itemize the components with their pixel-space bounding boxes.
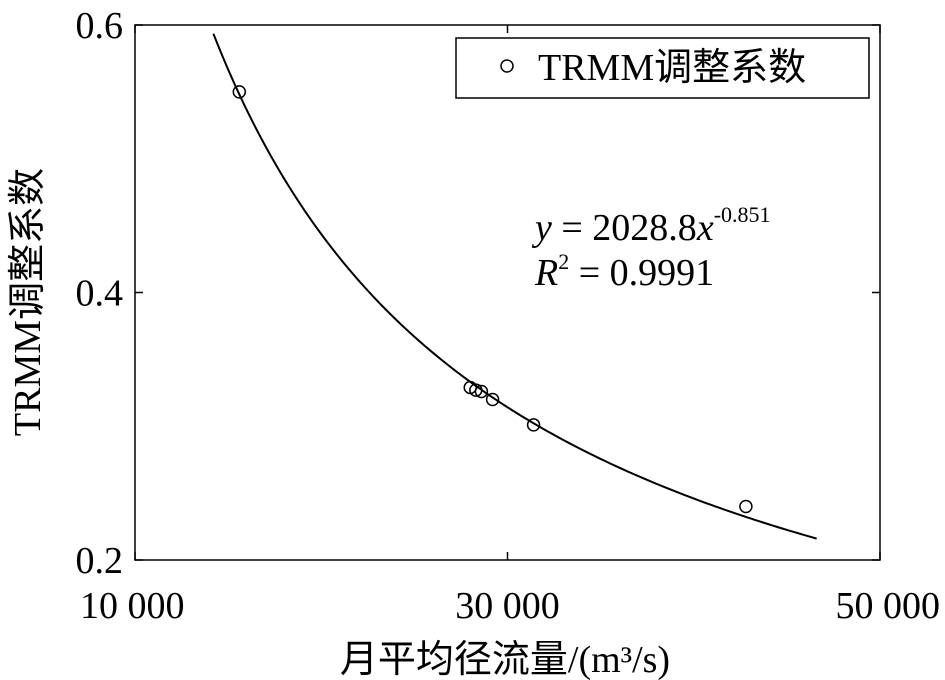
x-tick-labels: 10 000 30 000 50 000 (80, 585, 940, 627)
legend-marker-icon (500, 59, 514, 73)
y-tick-label: 0.6 (76, 5, 124, 47)
data-points-layer (232, 85, 753, 514)
x-axis-title: 月平均径流量/(m³/s) (340, 639, 670, 680)
eq-exponent: -0.851 (714, 202, 771, 227)
data-point (474, 384, 489, 399)
legend-label: TRMM调整系数 (538, 47, 806, 89)
fit-equation-annotation: y = 2028.8x-0.851 R2 = 0.9991 (531, 202, 771, 294)
r2-superscript: 2 (558, 249, 569, 274)
x-tick-label: 30 000 (455, 585, 560, 627)
eq-coefficient: = 2028.8 (552, 207, 697, 249)
data-point (526, 418, 541, 432)
fit-curve (212, 33, 817, 540)
data-point (739, 499, 753, 514)
eq-y-symbol: y (531, 207, 552, 249)
legend-box (455, 37, 870, 99)
plot-frame (134, 24, 881, 561)
y-tick-label: 0.2 (76, 540, 124, 582)
x-tick-label: 10 000 (80, 585, 185, 627)
legend: TRMM调整系数 (455, 37, 870, 99)
data-point (469, 383, 483, 397)
axis-ticks (134, 24, 881, 561)
r2-value: = 0.9991 (569, 252, 714, 294)
x-tick-label: 50 000 (836, 585, 941, 627)
eq-x-symbol: x (696, 207, 714, 249)
data-point (232, 85, 247, 99)
r2-symbol: R (534, 252, 558, 294)
fit-r-squared: R2 = 0.9991 (534, 249, 714, 294)
data-point (485, 392, 500, 407)
plot-area-border (134, 24, 881, 561)
y-tick-labels: 0.2 0.4 0.6 (76, 5, 124, 582)
y-axis-title: TRMM调整系数 (7, 168, 49, 436)
fit-curve-layer (212, 33, 817, 540)
y-tick-label: 0.4 (76, 273, 124, 315)
fit-equation: y = 2028.8x-0.851 (531, 202, 771, 249)
